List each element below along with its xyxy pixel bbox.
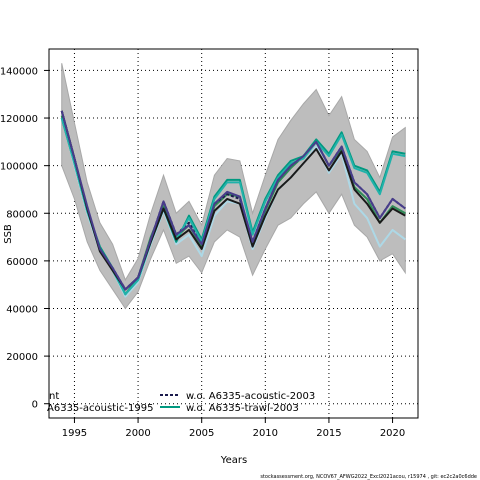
plot-frame [48, 48, 419, 419]
x-tick-label-4: 2015 [316, 428, 341, 439]
y-tick-label-5: 100000 [0, 162, 38, 173]
series-line-4 [60, 117, 406, 296]
y-tick-label-0: 0 [32, 400, 38, 411]
x-tick-label-3: 2010 [253, 428, 278, 439]
y-axis-title: SSB [3, 224, 14, 244]
legend-label-acoustic-2003: w.o. A6335-acoustic-2003 [186, 391, 315, 402]
series-line-6 [60, 110, 406, 291]
series-lines-layer [60, 110, 406, 298]
y-tick-label-7: 140000 [0, 66, 38, 77]
legend-label-left-1: A6335-acoustic-1995 [47, 403, 153, 414]
y-tick-label-6: 120000 [0, 114, 38, 125]
x-axis-title: Years [220, 455, 247, 466]
footer-note: stockassessment.org, NCOV67_AFWG2022_Exc… [260, 474, 477, 480]
x-tick-label-5: 2020 [380, 428, 405, 439]
x-tick-label-2: 2005 [189, 428, 214, 439]
y-tick-label-3: 60000 [6, 257, 38, 268]
y-tick-label-2: 40000 [6, 304, 38, 315]
legend: nt A6335-acoustic-1995 w.o. A6335-acoust… [47, 391, 315, 414]
series-line-2 [60, 110, 406, 291]
x-tick-label-1: 2000 [125, 428, 150, 439]
y-tick-label-4: 80000 [6, 209, 38, 220]
y-axis: 0 20000 40000 60000 80000 100000 120000 140000 [0, 66, 49, 411]
x-tick-label-0: 1995 [62, 428, 87, 439]
x-axis: 1995 2000 2005 2010 2015 2020 [62, 418, 405, 439]
legend-label-trawl-2003: w.o. A6335-trawl-2003 [186, 403, 299, 414]
legend-label-left-0: nt [49, 391, 59, 402]
y-tick-label-1: 20000 [6, 352, 38, 363]
